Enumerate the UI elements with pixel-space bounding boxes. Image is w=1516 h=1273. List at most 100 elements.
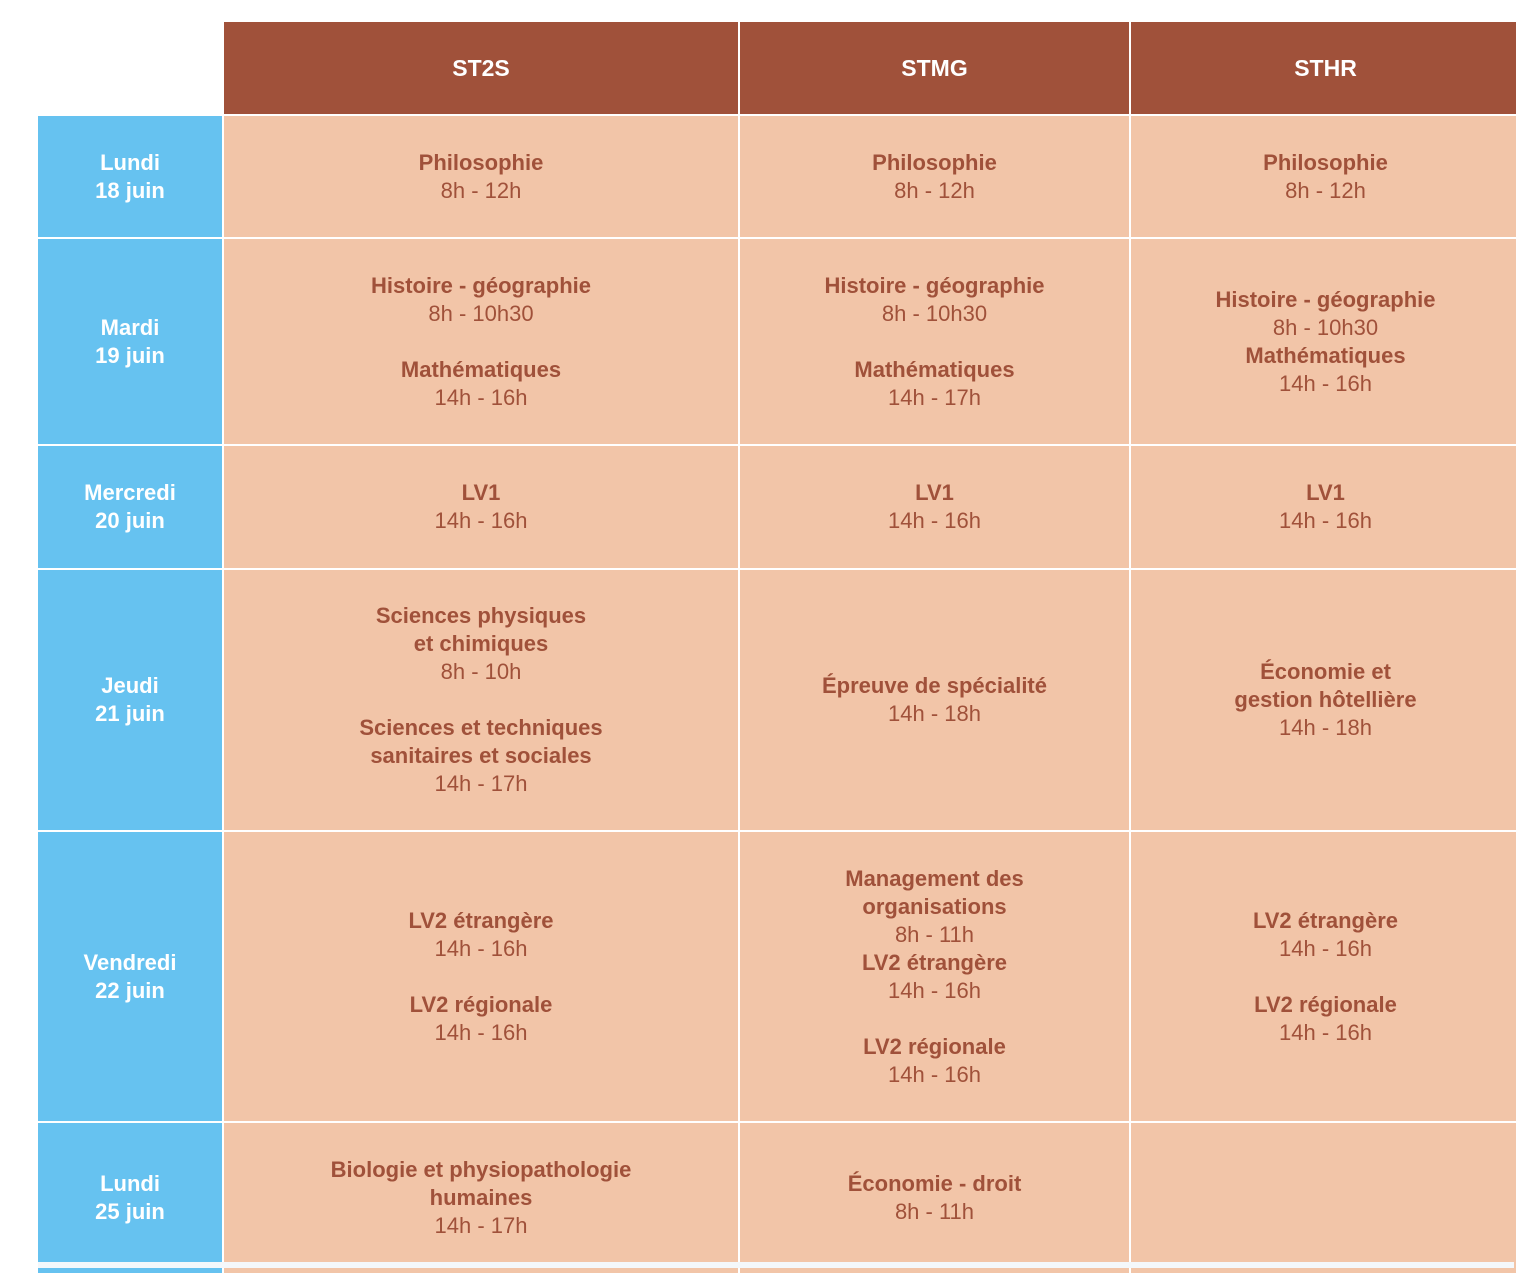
exam-time: 14h - 18h bbox=[1279, 715, 1372, 740]
exam-entry: Philosophie 8h - 12h bbox=[419, 149, 544, 205]
schedule-cell-sthr: LV1 14h - 16h bbox=[1131, 446, 1516, 568]
exam-subject: Mathématiques bbox=[400, 356, 562, 382]
exam-entry: LV2 étrangère 14h - 16h bbox=[408, 907, 553, 963]
exam-subject: Histoire - géographie bbox=[1215, 286, 1436, 312]
exam-time: 8h - 10h30 bbox=[1272, 314, 1379, 340]
schedule-cell-stmg: Histoire - géographie 8h - 10h30 Mathémati… bbox=[740, 239, 1129, 444]
schedule-cell-stmg: Philosophie 8h - 12h bbox=[740, 116, 1129, 237]
exam-time: 14h - 16h bbox=[1279, 508, 1372, 533]
exam-subject: LV2 étrangère bbox=[861, 949, 1008, 975]
exam-time: 14h - 16h bbox=[1279, 1019, 1372, 1045]
schedule-cell-st2s: Philosophie 8h - 12h bbox=[224, 116, 738, 237]
schedule-cell-st2s: Biologie et physiopathologie humaines 14h… bbox=[224, 1123, 738, 1273]
day-date: 21 juin bbox=[95, 701, 165, 726]
exam-entry: Histoire - géographie 8h - 10h30 bbox=[824, 272, 1044, 328]
schedule-cell-sthr: Économie et gestion hôtellière 14h - 18h bbox=[1131, 570, 1516, 830]
exam-time: 14h - 16h bbox=[888, 977, 981, 1003]
schedule-cell-sthr: LV2 étrangère 14h - 16h LV2 régionale 14h -… bbox=[1131, 832, 1516, 1121]
exam-entry: Philosophie 8h - 12h bbox=[872, 149, 997, 205]
day-date: 20 juin bbox=[95, 508, 165, 533]
table-corner bbox=[38, 22, 222, 114]
exam-time: 8h - 10h30 bbox=[881, 300, 988, 326]
exam-time: 14h - 17h bbox=[434, 1213, 528, 1238]
exam-entry: Économie - droit 8h - 11h bbox=[848, 1170, 1022, 1226]
column-header-st2s: ST2S bbox=[224, 22, 738, 114]
exam-time: 8h - 12h bbox=[440, 177, 522, 203]
exam-time: 14h - 16h bbox=[888, 508, 981, 533]
exam-subject: LV1 bbox=[461, 480, 501, 505]
schedule-cell-st2s: Sciences physiques et chimiques 8h - 10h S… bbox=[224, 570, 738, 830]
exam-subject: Philosophie bbox=[1263, 149, 1388, 175]
exam-entry: Sciences physiques et chimiques 8h - 10h bbox=[376, 602, 586, 686]
exam-subject: Biologie et physiopathologie humaines bbox=[330, 1157, 632, 1210]
exam-time: 14h - 16h bbox=[434, 508, 528, 533]
schedule-cell-stmg: Épreuve de spécialité 14h - 18h bbox=[740, 570, 1129, 830]
exam-time: 14h - 17h bbox=[888, 384, 981, 410]
schedule-cell-st2s: Histoire - géographie 8h - 10h30 Mathémati… bbox=[224, 239, 738, 444]
exam-subject: Sciences physiques et chimiques bbox=[375, 603, 587, 656]
exam-subject: LV2 régionale bbox=[1254, 991, 1397, 1017]
exam-time: 8h - 12h bbox=[894, 177, 975, 203]
exam-time: 14h - 17h bbox=[434, 771, 528, 796]
exam-subject: Philosophie bbox=[418, 149, 544, 175]
exam-entry: Histoire - géographie 8h - 10h30 bbox=[1215, 286, 1435, 342]
schedule-cell-stmg: Management des organisations 8h - 11h LV2 … bbox=[740, 832, 1129, 1121]
exam-time: 14h - 16h bbox=[1279, 935, 1372, 961]
exam-time: 8h - 11h bbox=[894, 1199, 975, 1224]
exam-subject: LV2 étrangère bbox=[408, 907, 554, 933]
exam-schedule-table: ST2S STMG STHR Lundi 18 juin Philosophie 8h… bbox=[38, 22, 1516, 1273]
exam-time: 8h - 11h bbox=[894, 921, 975, 947]
exam-time: 8h - 10h bbox=[440, 659, 522, 684]
schedule-cell-stmg: Économie - droit 8h - 11h bbox=[740, 1123, 1129, 1273]
exam-time: 14h - 18h bbox=[888, 701, 981, 726]
day-name: Mardi bbox=[100, 314, 160, 340]
day-label: Mardi 19 juin bbox=[38, 239, 222, 444]
exam-subject: LV2 régionale bbox=[863, 1033, 1006, 1059]
day-name: Vendredi bbox=[83, 949, 177, 975]
schedule-cell-sthr: Histoire - géographie 8h - 10h30 Mathémati… bbox=[1131, 239, 1516, 444]
exam-subject: LV2 étrangère bbox=[1252, 907, 1399, 933]
exam-subject: Mathématiques bbox=[1245, 342, 1406, 368]
exam-time: 14h - 16h bbox=[1279, 370, 1372, 396]
day-label: Lundi 18 juin bbox=[38, 116, 222, 237]
exam-subject: Épreuve de spécialité bbox=[822, 673, 1047, 698]
exam-time: 8h - 12h bbox=[1285, 177, 1366, 203]
exam-subject: LV1 bbox=[915, 480, 954, 505]
exam-entry: Mathématiques 14h - 17h bbox=[854, 356, 1014, 412]
exam-entry: Histoire - géographie 8h - 10h30 bbox=[371, 272, 591, 328]
day-name: Lundi bbox=[100, 1171, 160, 1196]
exam-subject: Management des organisations bbox=[845, 865, 1024, 919]
exam-entry: Économie et gestion hôtellière 14h - 18h bbox=[1234, 658, 1416, 742]
exam-entry: LV2 régionale 14h - 16h bbox=[410, 991, 553, 1047]
day-date: 25 juin bbox=[95, 1199, 165, 1224]
exam-subject: Histoire - géographie bbox=[824, 272, 1045, 298]
exam-entry: Management des organisations 8h - 11h bbox=[845, 865, 1024, 949]
exam-subject: Histoire - géographie bbox=[370, 272, 592, 298]
exam-entry: LV2 régionale 14h - 16h bbox=[1254, 991, 1397, 1047]
exam-time: 8h - 10h30 bbox=[428, 300, 534, 326]
day-date: 18 juin bbox=[95, 177, 165, 203]
column-header-stmg: STMG bbox=[740, 22, 1129, 114]
exam-subject: LV1 bbox=[1306, 480, 1345, 505]
day-name: Mercredi bbox=[84, 480, 176, 505]
exam-subject: LV2 régionale bbox=[409, 991, 553, 1017]
exam-entry: LV2 étrangère 14h - 16h bbox=[1253, 907, 1398, 963]
column-header-sthr: STHR bbox=[1131, 22, 1516, 114]
exam-time: 14h - 16h bbox=[434, 384, 528, 410]
schedule-cell-sthr: Philosophie 8h - 12h bbox=[1131, 116, 1516, 237]
day-name: Jeudi bbox=[101, 673, 159, 698]
schedule-cell-st2s: LV1 14h - 16h bbox=[224, 446, 738, 568]
exam-time: 14h - 16h bbox=[434, 1019, 528, 1045]
exam-subject: Économie - droit bbox=[847, 1171, 1022, 1196]
exam-time: 14h - 16h bbox=[434, 935, 528, 961]
exam-entry: Sciences et techniques sanitaires et soc… bbox=[359, 714, 602, 798]
exam-subject: Sciences et techniques sanitaires et soc… bbox=[359, 715, 603, 768]
exam-entry: Mathématiques 14h - 16h bbox=[401, 356, 561, 412]
exam-entry: Mathématiques 14h - 16h bbox=[1245, 342, 1405, 398]
exam-entry: Épreuve de spécialité 14h - 18h bbox=[822, 672, 1047, 728]
exam-entry: LV1 14h - 16h bbox=[888, 479, 981, 535]
bottom-strip bbox=[38, 1262, 1514, 1268]
exam-entry: LV1 14h - 16h bbox=[435, 479, 528, 535]
day-name: Lundi bbox=[100, 149, 160, 175]
day-label: Mercredi 20 juin bbox=[38, 446, 222, 568]
